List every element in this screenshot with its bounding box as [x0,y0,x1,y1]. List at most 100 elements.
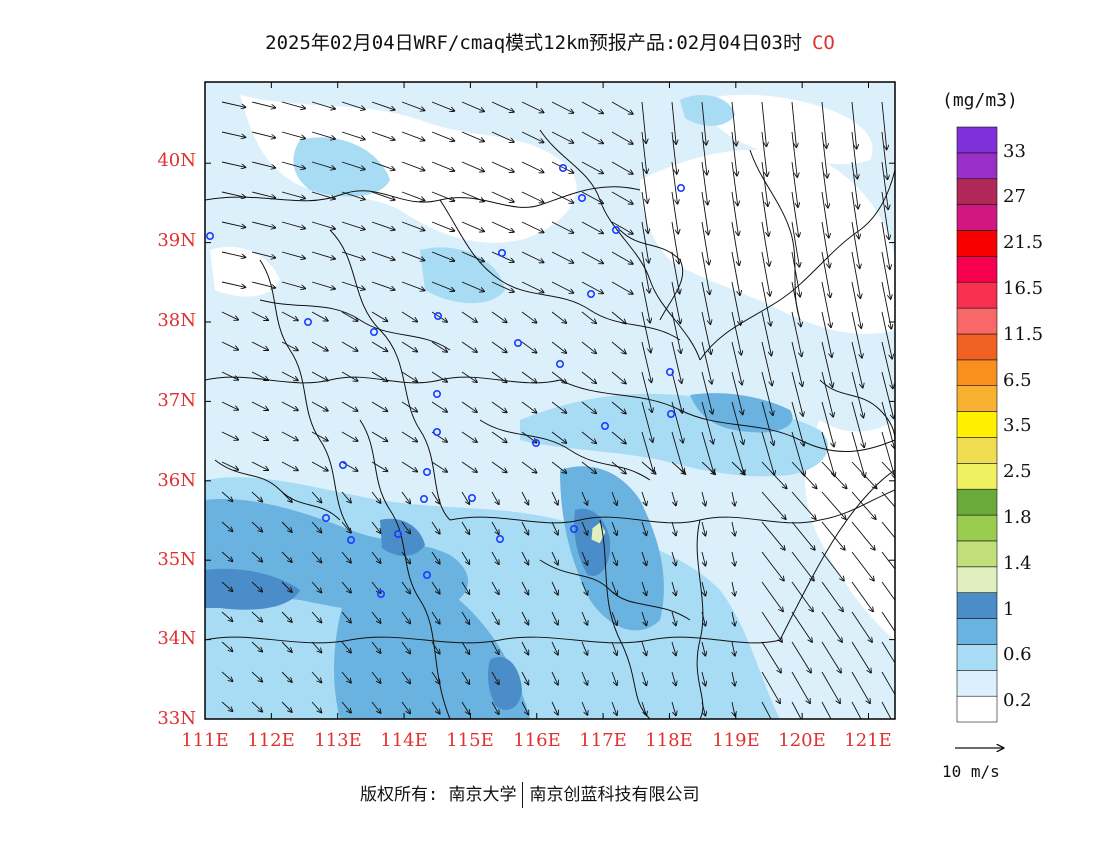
colorbar-segment [956,669,998,697]
wind-vector [641,251,649,293]
wind-vector [311,101,335,109]
wind-vector [611,341,626,354]
wind-vector [281,701,292,712]
wind-vector [251,491,262,502]
wind-vector [611,551,617,565]
wind-vector [371,671,381,683]
wind-vector [251,221,275,228]
wind-vector [281,521,292,532]
wind-vector [641,311,651,353]
wind-vector [581,641,587,655]
wind-vector [461,701,469,714]
wind-vector [311,131,335,139]
wind-vector [521,131,544,142]
wind-vector [551,401,566,413]
wind-vector [221,371,238,380]
wind-vector [671,701,676,715]
lon-label-112: 112E [247,730,295,751]
lon-label-116: 116E [513,730,561,751]
wind-vector [431,281,454,291]
wind-vector [821,461,847,488]
wind-vector [701,191,708,235]
wind-vector [311,671,321,682]
wind-vector [401,551,410,563]
wind-vector [881,221,890,269]
colorbar-label: 16.5 [1003,278,1044,299]
wind-vector [551,101,573,113]
wind-vector [821,551,844,581]
colorbar-segment [956,618,998,645]
wind-vector [311,491,321,502]
wind-vector [431,491,440,504]
wind-vector [851,581,873,611]
wind-vector [761,161,768,206]
wind-vector [431,611,440,624]
wind-vector [251,281,275,288]
wind-vector [671,431,684,473]
wind-vector [371,611,381,623]
wind-vector [701,221,709,264]
wind-vector [881,671,895,696]
wind-vector [521,611,528,625]
wind-vector [521,521,528,535]
wind-vector [732,581,735,596]
wind-vector [641,581,646,595]
colorbar-segment [956,385,998,412]
wind-vector [732,551,735,566]
wind-vector [371,101,395,110]
wind-vector [761,431,774,475]
wind-vector [821,341,833,387]
colorbar-segment [956,230,998,257]
wind-vector [641,221,649,263]
wind-vector [701,101,706,145]
wind-vector [371,491,381,503]
station-marker [513,338,522,347]
station-marker [611,226,620,235]
wind-vector [671,191,678,234]
wind-vector [551,251,573,263]
wind-vector [731,371,743,414]
wind-vector [371,461,387,471]
wind-vector [791,161,798,207]
wind-vector [732,611,735,626]
wind-vector [761,221,769,266]
wind-vector [881,311,892,359]
wind-vector [671,101,676,144]
wind-vector [881,701,892,719]
wind-vector [401,431,417,442]
station-marker [558,164,567,173]
wind-vector [761,581,783,611]
wind-vector [281,611,292,622]
wind-vector [521,221,544,232]
colorbar-segment [956,178,998,205]
colorbar-label: 1.4 [1003,553,1032,574]
wind-vector [761,101,766,146]
wind-vector [581,521,587,535]
wind-vector [461,251,484,261]
wind-vector [461,461,477,472]
wind-vector [791,251,800,297]
wind-vector [221,281,245,287]
concentration-field [205,82,895,719]
wind-vector [581,131,603,143]
wind-vector [311,551,321,562]
colorbar-segment [956,695,998,723]
station-marker [321,513,330,522]
wind-vector [851,221,860,268]
wind-vector [371,281,395,290]
wind-vector [341,551,351,563]
colorbar-segment [956,281,998,309]
colorbar-label: 27 [1003,186,1026,207]
wind-vector [761,191,769,236]
wind-vector [581,191,603,203]
wind-vector [671,491,676,505]
wind-vector [341,521,351,533]
wind-vector [611,251,633,264]
wind-vector [671,341,682,383]
wind-vector [611,401,626,414]
wind-vector [521,401,537,413]
wind-vector [581,161,603,173]
lat-label-35: 35N [157,549,196,570]
footer-divider [522,782,524,808]
wind-vector [731,401,743,444]
